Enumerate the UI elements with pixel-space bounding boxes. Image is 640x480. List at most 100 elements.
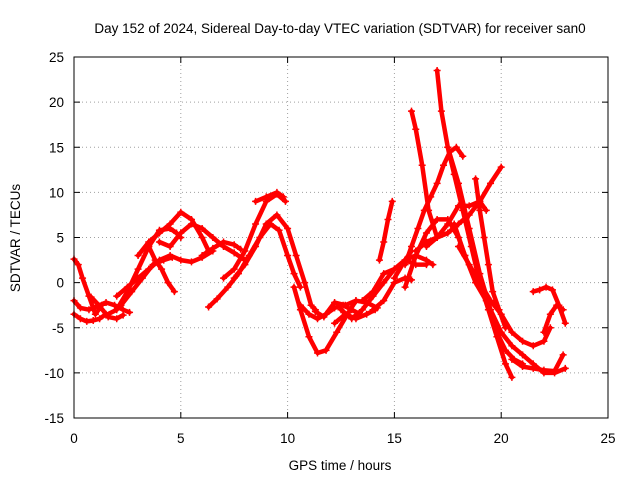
data-point (501, 346, 509, 354)
data-point (198, 224, 206, 232)
series-arc-07 (117, 253, 176, 309)
data-point (519, 337, 527, 345)
data-point (388, 197, 396, 205)
data-point (384, 215, 392, 223)
data-point (452, 143, 460, 151)
data-point (540, 328, 548, 336)
data-point (284, 252, 292, 260)
data-point (390, 274, 398, 282)
data-point (444, 220, 452, 228)
data-point (296, 301, 304, 309)
data-point (102, 311, 110, 319)
data-point (548, 286, 556, 294)
data-point (465, 224, 473, 232)
data-point (262, 220, 270, 228)
data-series (70, 67, 569, 381)
data-point (489, 288, 497, 296)
series-arc-15 (252, 188, 287, 205)
data-point (252, 197, 260, 205)
y-tick-label: 10 (49, 185, 64, 200)
data-point (113, 292, 121, 300)
data-point (230, 274, 238, 282)
data-point (561, 364, 569, 372)
y-axis: -15 -10 -5 0 5 10 15 20 25 (44, 50, 608, 426)
data-point (177, 256, 185, 264)
data-point (273, 188, 281, 196)
data-point (487, 179, 495, 187)
series-trace (231, 212, 318, 312)
data-point (220, 274, 228, 282)
data-point (437, 107, 445, 115)
data-point (407, 243, 415, 251)
x-tick-label: 25 (600, 431, 615, 446)
data-point (465, 261, 473, 269)
series-trace (118, 255, 175, 308)
data-point (352, 297, 360, 305)
data-point (444, 143, 452, 151)
data-point (314, 349, 322, 357)
data-point (91, 310, 99, 318)
data-point (198, 234, 206, 241)
data-point (508, 373, 516, 381)
data-point (497, 163, 505, 171)
data-point (166, 243, 174, 251)
data-point (262, 193, 270, 201)
data-point (495, 306, 503, 314)
series-arc-08 (145, 243, 178, 296)
data-point (380, 270, 388, 278)
y-tick-label: 15 (49, 140, 64, 155)
data-point (331, 319, 339, 327)
x-tick-label: 0 (70, 431, 78, 446)
data-point (305, 310, 313, 318)
data-point (375, 256, 383, 264)
data-point (476, 206, 484, 214)
series-arc-03 (70, 297, 134, 316)
series-trace (221, 191, 288, 281)
data-point (170, 288, 178, 296)
data-point (241, 247, 249, 255)
data-point (89, 317, 97, 325)
data-point (472, 175, 480, 183)
data-point (241, 261, 249, 269)
data-point (546, 310, 554, 318)
data-point (158, 265, 166, 273)
data-point (546, 324, 554, 332)
data-point (348, 315, 356, 323)
data-point (96, 302, 104, 310)
data-point (444, 229, 452, 237)
data-point (380, 279, 388, 287)
data-point (237, 245, 245, 253)
data-point (501, 324, 509, 332)
series-arc-34 (472, 175, 509, 332)
data-point (380, 297, 388, 305)
data-point (224, 283, 232, 291)
y-tick-label: 20 (49, 95, 64, 110)
series-arc-16 (290, 283, 360, 357)
data-point (508, 342, 516, 350)
data-point (305, 333, 313, 341)
data-point (187, 220, 195, 228)
data-point (454, 179, 462, 187)
series-arc-23 (375, 197, 396, 264)
data-point (74, 261, 82, 269)
x-tick-label: 10 (280, 431, 295, 446)
data-point (482, 206, 490, 214)
data-point (198, 252, 206, 260)
data-point (252, 243, 260, 251)
x-axis: 0 5 10 15 20 25 (70, 57, 616, 446)
y-tick-label: -5 (52, 321, 64, 336)
data-point (401, 283, 409, 291)
data-point (164, 279, 172, 287)
data-point (407, 107, 415, 115)
data-point (209, 234, 217, 241)
chart-title: Day 152 of 2024, Sidereal Day-to-day VTE… (94, 21, 585, 36)
y-axis-label: SDTVAR / TECUs (8, 184, 23, 293)
data-point (87, 293, 95, 301)
data-point (358, 306, 366, 314)
y-tick-label: 5 (56, 231, 64, 246)
y-tick-label: -10 (44, 366, 64, 381)
data-point (422, 256, 430, 264)
series-trace (206, 221, 303, 310)
data-point (275, 226, 283, 234)
data-point (168, 253, 176, 261)
